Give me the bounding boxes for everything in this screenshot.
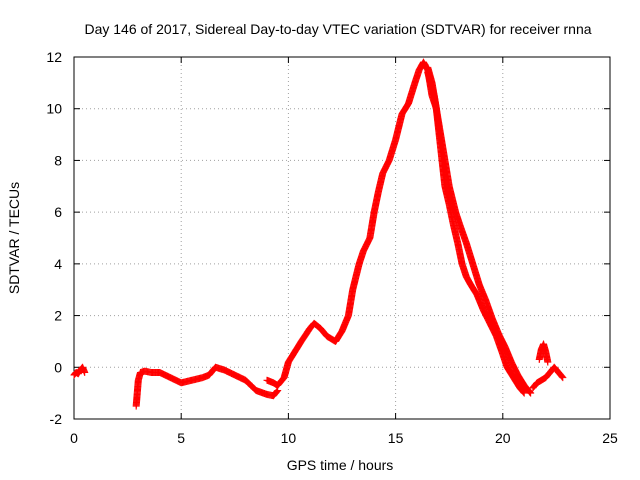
- data-point: [520, 388, 528, 396]
- data-point: [526, 388, 534, 396]
- y-tick-label: 10: [46, 101, 62, 117]
- data-point: [81, 368, 89, 376]
- x-tick-label: 20: [495, 430, 511, 446]
- y-tick-label: 0: [54, 359, 62, 375]
- y-tick-label: 4: [54, 256, 62, 272]
- chart-title: Day 146 of 2017, Sidereal Day-to-day VTE…: [84, 21, 591, 37]
- y-tick-label: 2: [54, 308, 62, 324]
- y-tick-label: -2: [50, 411, 63, 427]
- data-point: [558, 373, 566, 381]
- x-tick-label: 15: [388, 430, 404, 446]
- data-marks: [70, 58, 567, 410]
- x-tick-label: 5: [177, 430, 185, 446]
- y-tick-label: 8: [54, 152, 62, 168]
- data-point: [526, 388, 534, 396]
- data-point: [527, 389, 535, 397]
- x-tick-label: 10: [281, 430, 297, 446]
- grid-lines: [74, 57, 610, 419]
- data-point: [544, 358, 552, 366]
- axis-ticks: [73, 56, 611, 420]
- data-point: [519, 388, 527, 396]
- data-point: [272, 388, 280, 396]
- tick-labels: 0 5 10 15 20 25 -2 0 2 4 6 8 10 12: [46, 49, 618, 446]
- data-point: [558, 372, 566, 380]
- x-tick-label: 0: [70, 430, 78, 446]
- plot-frame: [73, 56, 611, 420]
- y-tick-label: 12: [46, 49, 62, 65]
- data-point: [559, 374, 567, 382]
- x-tick-label: 25: [602, 430, 618, 446]
- x-axis-label: GPS time / hours: [287, 457, 394, 473]
- y-tick-label: 6: [54, 204, 62, 220]
- data-point: [273, 387, 281, 395]
- data-point: [520, 389, 528, 397]
- y-axis-label: SDTVAR / TECUs: [6, 182, 22, 294]
